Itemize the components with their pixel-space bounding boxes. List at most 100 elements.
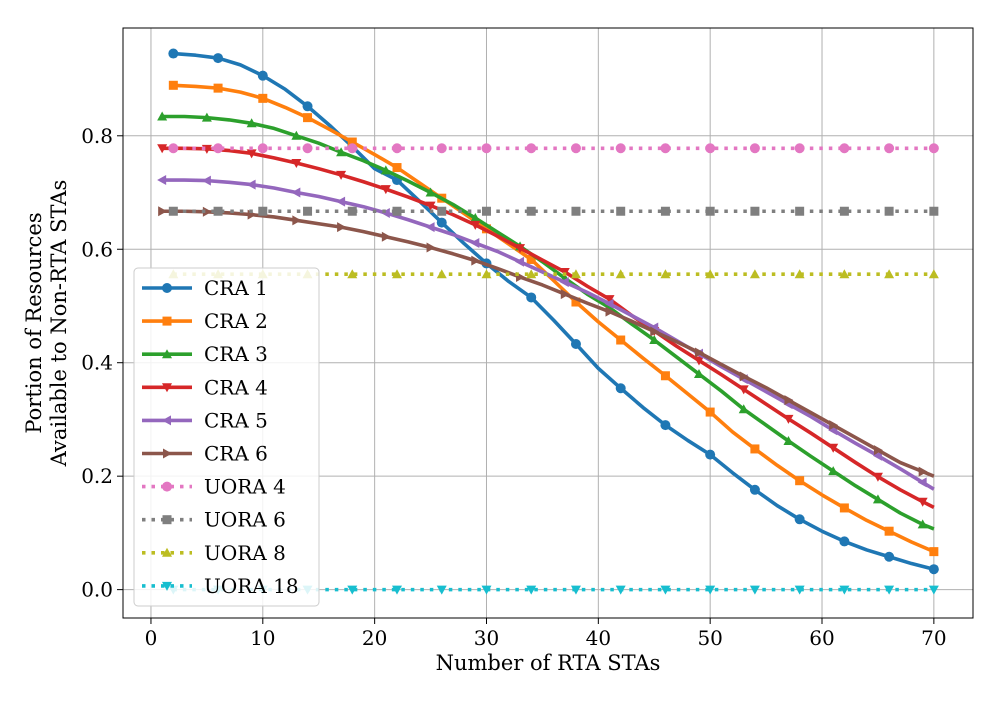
data-point-uora-6: [571, 206, 581, 216]
data-point-cra-5: [201, 175, 211, 186]
data-point-cra-2: [258, 93, 268, 103]
data-point-uora-8: [749, 269, 760, 279]
data-point-cra-6: [918, 466, 928, 477]
legend-label-uora-6: UORA 6: [204, 508, 286, 532]
data-point-uora-6: [616, 206, 626, 216]
legend-item-uora-18: UORA 18: [142, 574, 299, 598]
legend-item-cra-1: CRA 1: [142, 276, 268, 300]
legend-label-cra-6: CRA 6: [204, 442, 268, 466]
data-point-cra-3: [201, 112, 212, 122]
series-line-cra-4: [162, 146, 935, 509]
legend-item-cra-2: CRA 2: [142, 309, 268, 333]
data-point-uora-4: [526, 143, 537, 154]
data-point-uora-6: [392, 206, 402, 216]
data-point-uora-4: [884, 143, 895, 154]
data-point-cra-2: [705, 407, 715, 417]
data-point-cra-1: [928, 564, 939, 575]
data-point-cra-2: [213, 83, 223, 93]
legend-marker-cra-5: [162, 415, 171, 426]
legend-item-cra-4: CRA 4: [142, 375, 268, 399]
data-point-uora-4: [794, 143, 805, 154]
data-point-cra-2: [750, 444, 760, 454]
data-point-uora-4: [749, 143, 760, 154]
x-tick-label: 20: [362, 626, 387, 650]
legend-label-cra-2: CRA 2: [204, 309, 268, 333]
data-point-cra-3: [783, 436, 794, 445]
data-point-uora-4: [660, 143, 671, 154]
data-point-uora-6: [705, 206, 715, 216]
data-point-cra-2: [392, 163, 402, 173]
data-point-uora-4: [436, 143, 447, 154]
data-point-cra-6: [694, 347, 704, 358]
data-point-cra-4: [515, 244, 526, 254]
data-point-cra-6: [560, 289, 570, 300]
data-point-cra-1: [615, 383, 626, 394]
data-point-cra-1: [257, 70, 268, 81]
series-cra-5: [157, 175, 935, 491]
legend-item-cra-5: CRA 5: [142, 408, 268, 432]
data-point-cra-6: [381, 231, 391, 242]
data-point-cra-1: [884, 551, 895, 562]
data-point-cra-3: [380, 165, 391, 175]
y-axis-label-line-1: Portion of Resources: [22, 212, 46, 433]
data-point-cra-2: [616, 335, 626, 345]
data-point-uora-4: [347, 143, 358, 154]
x-tick-label: 70: [921, 626, 946, 650]
data-point-cra-3: [470, 213, 481, 223]
legend-marker-cra-3: [162, 349, 172, 359]
data-point-uora-6: [481, 206, 491, 216]
data-point-uora-6: [347, 206, 357, 216]
legend-item-uora-4: UORA 4: [142, 475, 286, 499]
data-point-cra-6: [650, 326, 660, 337]
data-point-cra-1: [436, 217, 447, 228]
data-point-uora-6: [526, 206, 536, 216]
data-point-cra-4: [246, 149, 257, 159]
data-point-uora-8: [928, 269, 939, 279]
data-point-uora-6: [303, 206, 313, 216]
data-point-cra-4: [157, 144, 168, 154]
data-point-uora-6: [437, 206, 447, 216]
data-point-uora-18: [392, 585, 403, 595]
data-point-cra-3: [828, 466, 839, 476]
x-tick-label: 0: [145, 626, 158, 650]
data-point-uora-4: [615, 143, 626, 154]
data-point-cra-1: [705, 449, 716, 460]
data-point-cra-4: [470, 220, 481, 230]
data-point-cra-5: [470, 238, 480, 249]
series-cra-6: [158, 206, 935, 478]
data-point-cra-6: [739, 371, 749, 382]
data-point-cra-2: [884, 526, 894, 536]
data-point-cra-1: [660, 420, 671, 431]
legend-item-cra-6: CRA 6: [142, 442, 268, 466]
y-tick-label: 0.0: [81, 578, 113, 602]
data-point-cra-1: [302, 101, 313, 112]
legend-item-cra-3: CRA 3: [142, 342, 268, 366]
data-point-cra-5: [336, 196, 346, 207]
data-point-cra-3: [738, 404, 749, 414]
data-point-cra-6: [784, 395, 794, 406]
data-point-cra-5: [246, 179, 256, 190]
plot-frame: [122, 27, 974, 619]
data-point-cra-3: [291, 130, 302, 140]
series-cra-3: [157, 111, 935, 531]
data-point-uora-4: [481, 143, 492, 154]
data-point-uora-4: [302, 143, 313, 154]
data-point-cra-3: [246, 118, 257, 128]
data-point-uora-6: [929, 206, 939, 216]
legend-label-cra-3: CRA 3: [204, 342, 268, 366]
legend-item-uora-6: UORA 6: [142, 508, 286, 532]
y-tick-label: 0.2: [81, 464, 113, 488]
data-point-cra-5: [425, 222, 435, 233]
data-point-uora-8: [570, 269, 581, 279]
data-point-cra-6: [426, 242, 436, 253]
data-point-uora-6: [795, 206, 805, 216]
data-point-cra-3: [693, 369, 704, 379]
y-tick-label: 0.8: [81, 124, 113, 148]
data-point-uora-6: [884, 206, 894, 216]
data-point-uora-4: [570, 143, 581, 154]
data-point-cra-4: [783, 414, 794, 424]
legend-marker-uora-18: [162, 581, 172, 591]
data-point-cra-5: [559, 277, 569, 288]
data-point-cra-6: [471, 255, 481, 266]
